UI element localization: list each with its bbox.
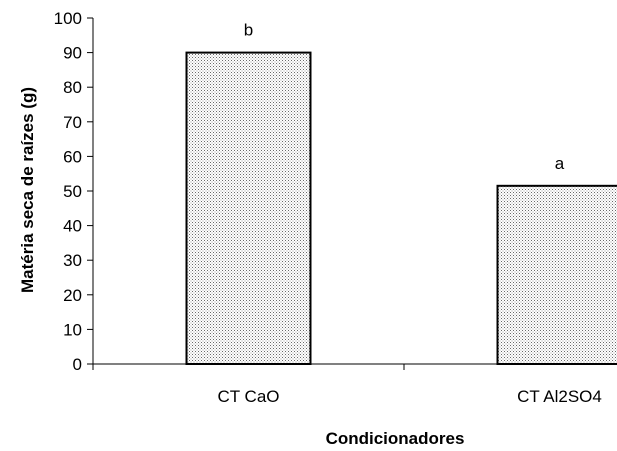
y-tick-label-1: 10 (63, 320, 82, 339)
y-tick-label-4: 40 (63, 217, 82, 236)
y-tick-label-9: 90 (63, 44, 82, 63)
bar-1 (498, 186, 617, 364)
y-tick-label-8: 80 (63, 78, 82, 97)
category-label-1: CT Al2SO4 (517, 387, 602, 406)
y-tick-label-10: 100 (54, 9, 82, 28)
y-tick-label-5: 50 (63, 182, 82, 201)
y-axis-title: Matéria seca de raízes (g) (18, 87, 37, 293)
bar-0 (187, 53, 311, 364)
bars-group (187, 53, 617, 364)
y-tick-label-6: 60 (63, 147, 82, 166)
y-tick-label-0: 0 (73, 355, 82, 374)
x-labels-group: CT CaO CT Al2SO4 (217, 387, 601, 406)
data-label-1: a (555, 154, 565, 173)
x-axis-title: Condicionadores (326, 429, 465, 446)
y-tick-label-7: 70 (63, 113, 82, 132)
y-tick-label-2: 20 (63, 286, 82, 305)
y-ticks-group: 0 10 20 30 40 50 60 70 80 90 100 (54, 9, 93, 374)
y-tick-label-3: 30 (63, 251, 82, 270)
data-label-0: b (244, 21, 253, 40)
category-label-0: CT CaO (217, 387, 279, 406)
